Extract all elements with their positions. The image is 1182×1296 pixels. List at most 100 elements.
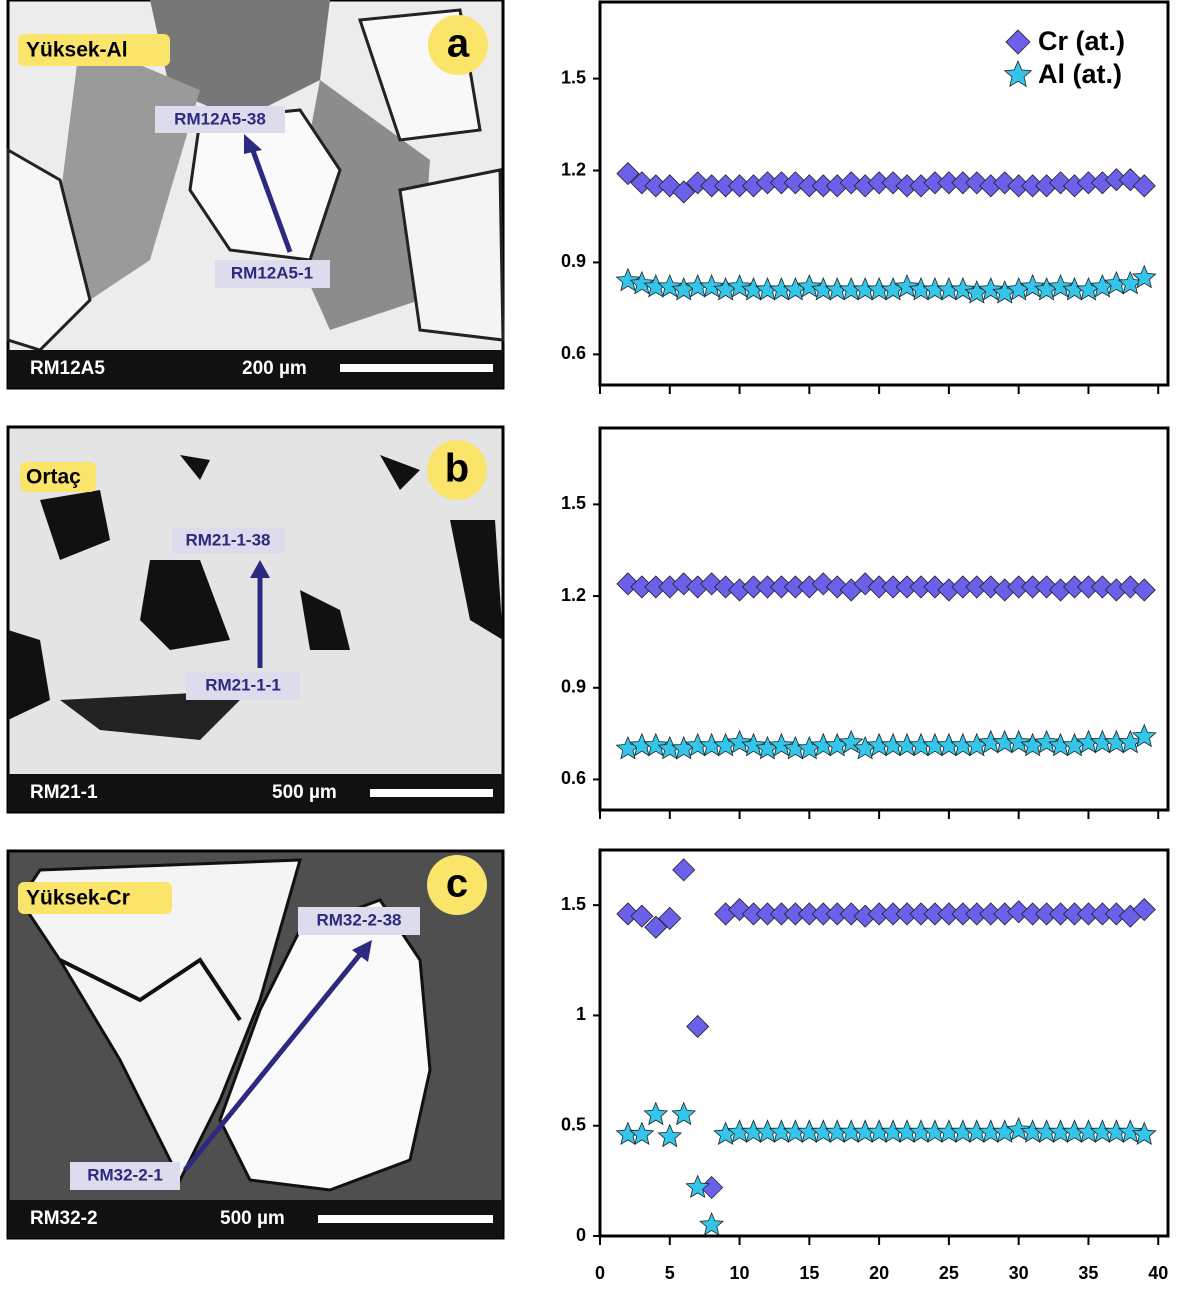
point	[755, 735, 780, 760]
point	[796, 273, 822, 298]
point	[923, 575, 947, 599]
point	[1034, 729, 1059, 754]
image-tag: Yüksek-Al	[26, 39, 128, 62]
legend-label: Al (at.)	[1038, 59, 1122, 89]
y-tick-label: 1.5	[561, 493, 586, 513]
point	[658, 906, 682, 930]
point	[616, 162, 640, 186]
y-tick-label: 1.2	[561, 585, 586, 605]
x-tick-label: 25	[939, 1263, 959, 1283]
point	[741, 732, 766, 757]
plot-frame	[598, 848, 1170, 1238]
y-tick-label: 0.9	[561, 677, 586, 697]
point	[1104, 902, 1128, 926]
point	[630, 904, 654, 928]
plot-frame	[598, 426, 1170, 812]
point	[1117, 1119, 1143, 1143]
point	[1048, 273, 1073, 298]
panel-letter: a	[447, 22, 470, 66]
point-label: RM12A5-38	[174, 109, 266, 128]
point	[699, 1211, 725, 1236]
legend-label: Cr (at.)	[1038, 26, 1125, 56]
legend-marker	[1005, 29, 1031, 55]
point	[658, 174, 682, 198]
point	[783, 171, 807, 195]
point	[727, 729, 752, 754]
point	[950, 276, 976, 301]
point	[839, 171, 863, 195]
point	[1020, 273, 1045, 298]
x-tick-label: 20	[869, 1263, 889, 1283]
point-label: RM21-1-1	[205, 675, 281, 694]
panel-letter: c	[446, 862, 468, 906]
image-tag: Ortaç	[26, 466, 81, 489]
point	[965, 171, 989, 195]
point	[1132, 897, 1156, 922]
point	[853, 572, 877, 596]
sem-image-a: Yüksek-Al a RM12A5-38 RM12A5-1 RM12A5 20…	[6, 0, 505, 390]
point	[769, 732, 794, 757]
point	[894, 273, 920, 298]
x-tick-label: 40	[1148, 1263, 1168, 1283]
y-tick-label: 0	[576, 1225, 586, 1245]
point	[643, 732, 669, 757]
point-label: RM32-2-1	[87, 1165, 163, 1184]
scale-label: 500 µm	[272, 782, 337, 803]
image-tag: Yüksek-Cr	[26, 887, 130, 910]
point	[671, 1101, 697, 1126]
point	[644, 915, 668, 939]
x-tick-label: 0	[595, 1263, 605, 1283]
point	[1006, 729, 1032, 754]
point	[657, 1123, 683, 1148]
point	[616, 572, 640, 596]
y-tick-label: 1	[576, 1004, 586, 1024]
sem-image-b: Ortaç b RM21-1-38 RM21-1-1 RM21-1 500 µm	[6, 425, 505, 814]
point-label: RM32-2-38	[316, 910, 401, 929]
point	[629, 1121, 655, 1146]
scale-label: 500 µm	[220, 1208, 285, 1229]
x-tick-label: 15	[799, 1263, 819, 1283]
x-tick-label: 10	[730, 1263, 750, 1283]
legend-marker	[1003, 59, 1033, 88]
point	[672, 572, 696, 596]
x-tick-label: 30	[1009, 1263, 1029, 1283]
point	[629, 270, 655, 295]
point	[1131, 264, 1157, 289]
point	[992, 280, 1018, 304]
point	[964, 280, 990, 304]
scale-label: 200 µm	[242, 358, 307, 379]
point	[615, 735, 641, 760]
panel-letter: b	[445, 447, 469, 491]
sem-image-c: Yüksek-Cr c RM32-2-38 RM32-2-1 RM32-2 50…	[6, 849, 505, 1240]
point	[993, 171, 1017, 195]
point	[616, 902, 640, 926]
sample-name: RM32-2	[30, 1208, 98, 1229]
point	[685, 1174, 711, 1199]
point	[672, 180, 696, 204]
sample-name: RM21-1	[30, 782, 98, 803]
point	[1131, 723, 1157, 748]
point	[1132, 174, 1156, 198]
point	[1132, 578, 1156, 602]
y-tick-label: 0.6	[561, 343, 586, 363]
point	[1118, 168, 1142, 192]
point	[1131, 1121, 1157, 1146]
point	[686, 1014, 710, 1039]
y-tick-label: 1.2	[561, 159, 586, 179]
point	[1007, 900, 1031, 924]
point	[1118, 575, 1142, 599]
point	[657, 273, 683, 298]
y-tick-label: 1.5	[561, 894, 586, 914]
point	[839, 902, 863, 926]
y-tick-label: 0.5	[561, 1114, 586, 1134]
point	[615, 267, 641, 292]
y-tick-label: 0.6	[561, 768, 586, 788]
y-tick-label: 1.5	[561, 67, 586, 87]
x-tick-label: 5	[665, 1263, 675, 1283]
sample-name: RM12A5	[30, 358, 105, 379]
point	[643, 1101, 669, 1126]
point-label: RM12A5-1	[231, 263, 313, 282]
point	[1090, 575, 1114, 599]
point	[699, 273, 725, 298]
point	[727, 273, 752, 298]
